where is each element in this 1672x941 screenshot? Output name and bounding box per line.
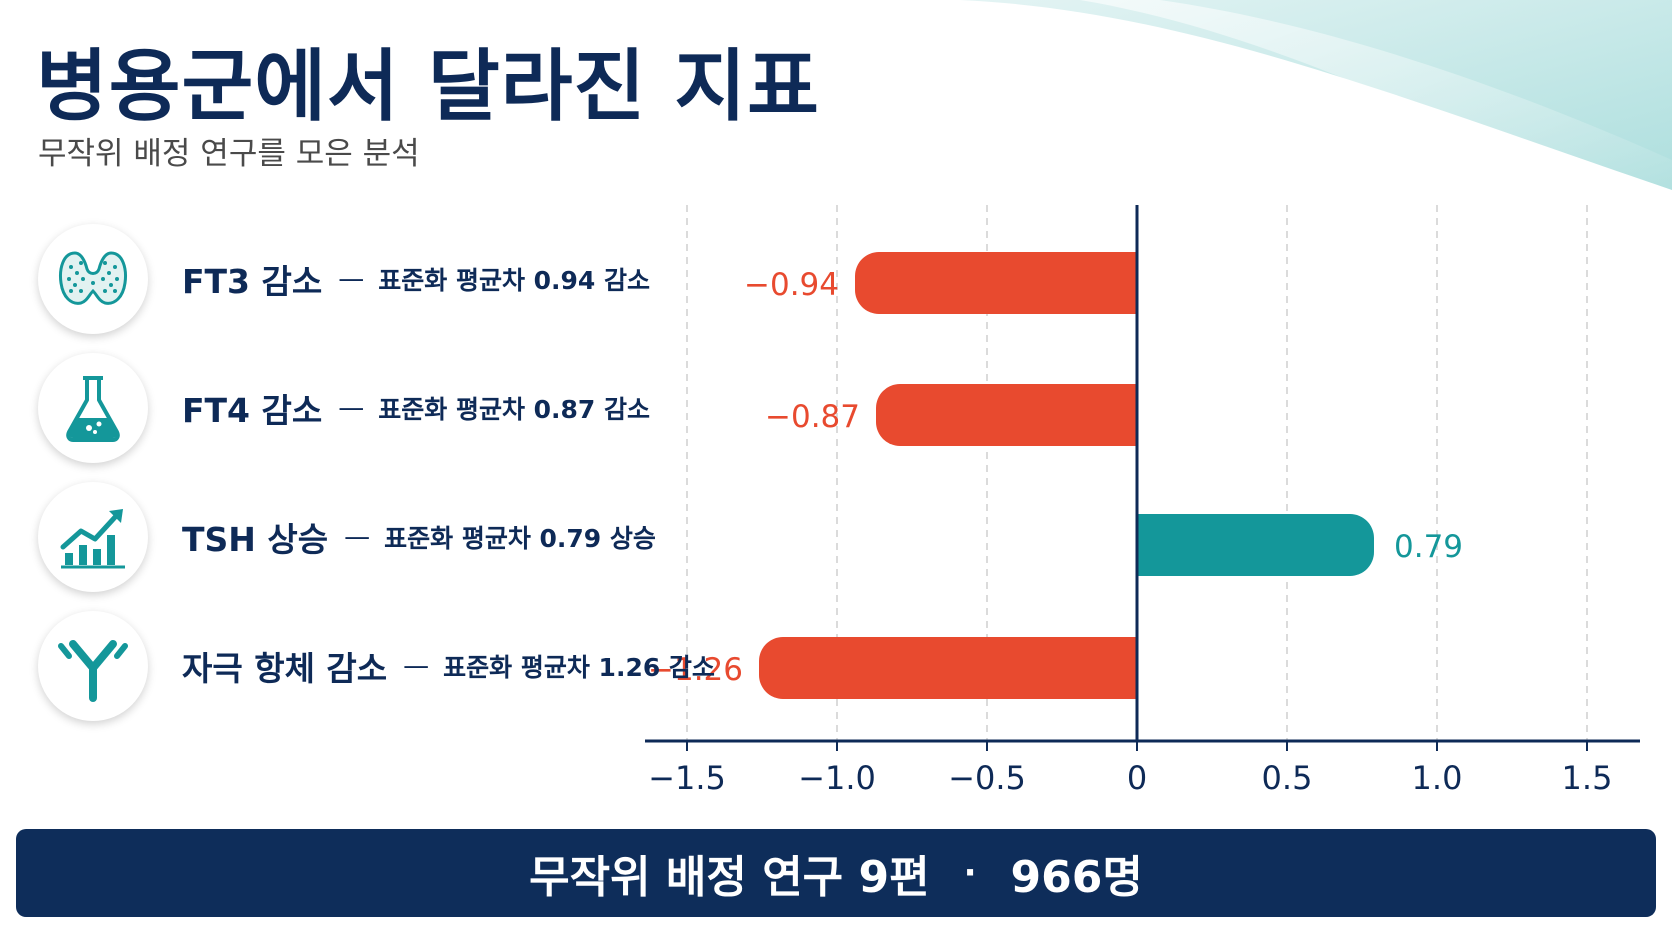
antibody-icon: [38, 611, 148, 721]
bar-base: [1107, 384, 1137, 446]
metric-dash: —: [338, 393, 365, 423]
metric-detail: 표준화 평균차 0.94 감소: [378, 266, 651, 295]
metric-row-antibody: 자극 항체 감소 — 표준화 평균차 1.26 감소: [38, 611, 715, 721]
metric-dash: —: [338, 264, 365, 294]
rising-chart-icon: [38, 482, 148, 592]
x-tick-label: 1.0: [1412, 759, 1463, 797]
bar-value-label: −0.94: [744, 267, 839, 303]
footer-participants: 966명: [1010, 852, 1143, 903]
metric-dash: —: [403, 651, 430, 681]
x-tick-label: −1.5: [648, 759, 726, 797]
bar-value-label: 0.79: [1394, 529, 1463, 565]
bar: [1137, 514, 1374, 576]
bar-base: [1107, 252, 1137, 314]
metric-detail: 표준화 평균차 0.87 감소: [378, 395, 651, 424]
metric-row-ft4: FT4 감소 — 표준화 평균차 0.87 감소: [38, 353, 650, 463]
x-tick-label: 0.5: [1262, 759, 1313, 797]
flask-icon: [38, 353, 148, 463]
page-title: 병용군에서 달라진 지표: [36, 42, 820, 132]
metric-name: FT3 감소: [182, 262, 323, 301]
bar: [759, 637, 1137, 699]
metric-name: FT4 감소: [182, 391, 323, 430]
x-tick-label: 1.5: [1562, 759, 1613, 797]
metric-name: 자극 항체 감소: [182, 649, 388, 688]
metric-detail: 표준화 평균차 1.26 감소: [443, 653, 715, 682]
metric-name: TSH 상승: [182, 520, 329, 559]
footer-studies: 무작위 배정 연구 9편: [529, 852, 930, 903]
footer-separator: ·: [963, 853, 977, 893]
bar-value-label: −1.26: [648, 652, 743, 688]
metric-row-ft3: FT3 감소 — 표준화 평균차 0.94 감소: [38, 224, 650, 334]
x-tick-label: −1.0: [798, 759, 876, 797]
page-subtitle: 무작위 배정 연구를 모은 분석: [38, 136, 420, 172]
metric-detail: 표준화 평균차 0.79 상승: [384, 524, 656, 553]
bar: [855, 252, 1137, 314]
x-tick-label: −0.5: [948, 759, 1026, 797]
bar-value-label: −0.87: [765, 399, 860, 435]
metric-dash: —: [344, 522, 371, 552]
bar-base: [1137, 514, 1167, 576]
metric-row-tsh: TSH 상승 — 표준화 평균차 0.79 상승: [38, 482, 656, 592]
footer-summary-bar: 무작위 배정 연구 9편 · 966명: [16, 829, 1656, 917]
bar-base: [1107, 637, 1137, 699]
bar: [876, 384, 1137, 446]
thyroid-icon: [38, 224, 148, 334]
x-tick-label: 0: [1127, 759, 1147, 797]
